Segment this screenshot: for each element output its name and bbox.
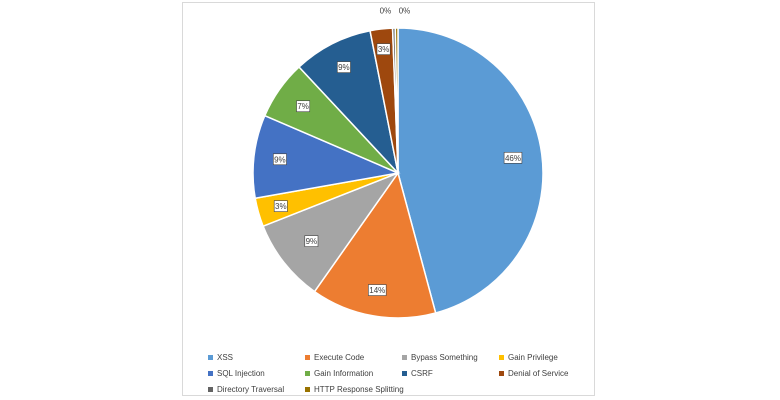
data-label-text: 46% — [505, 154, 521, 163]
pie-slice — [297, 29, 400, 176]
data-label-box — [368, 284, 387, 296]
legend-label: Bypass Something — [411, 352, 478, 362]
data-label-box — [296, 100, 311, 113]
legend-swatch — [208, 354, 213, 360]
legend-label: SQL Injection — [217, 368, 265, 378]
data-label-text: 9% — [274, 155, 286, 164]
data-label: 9% — [272, 153, 287, 166]
legend-item: HTTP Response Splitting — [305, 384, 404, 394]
data-label: 46% — [503, 151, 523, 164]
pie-slice — [394, 27, 399, 174]
legend-swatch — [402, 354, 407, 360]
data-label: 3% — [273, 200, 288, 212]
legend-swatch — [499, 354, 504, 360]
legend-label: Gain Information — [314, 368, 374, 378]
data-label-text: 9% — [338, 63, 350, 72]
data-label-box — [272, 153, 287, 166]
legend-label: Denial of Service — [508, 368, 569, 378]
data-label: 0% — [378, 5, 393, 17]
legend: XSS Execute Code Bypass Something Gain Priv… — [208, 352, 588, 394]
data-label: 14% — [368, 284, 387, 296]
data-label-text: 3% — [275, 202, 287, 211]
legend-swatch — [305, 386, 310, 392]
legend-item: Bypass Something — [402, 352, 499, 362]
legend-item: XSS — [208, 352, 305, 362]
legend-label: Directory Traversal — [217, 384, 285, 394]
data-label-text: 14% — [369, 286, 385, 295]
pie-slice — [397, 27, 544, 314]
legend-label: Gain Privilege — [508, 352, 558, 362]
legend-label: CSRF — [411, 368, 433, 378]
data-label-box — [503, 151, 523, 164]
chart-area: 46% 14% 9% 3% 9% 7% 9% 3% 0% 0% XSS Execute Code By… — [182, 2, 595, 396]
data-label-text: 7% — [297, 102, 309, 111]
data-label-box — [304, 235, 319, 247]
legend-swatch — [208, 386, 213, 392]
legend-swatch — [208, 370, 213, 376]
legend-swatch — [305, 354, 310, 360]
legend-label: HTTP Response Splitting — [314, 384, 404, 394]
legend-swatch — [402, 370, 407, 376]
data-label-text: 3% — [378, 45, 390, 54]
data-label-text: 0% — [380, 7, 392, 16]
legend-swatch — [305, 370, 310, 376]
legend-swatch — [499, 370, 504, 376]
data-label: 3% — [376, 43, 391, 55]
pie-slice — [252, 114, 401, 200]
data-label-text: 9% — [306, 237, 318, 246]
pie-slice — [313, 171, 437, 319]
legend-item: Execute Code — [305, 352, 402, 362]
pie-slice — [262, 171, 401, 293]
legend-item: SQL Injection — [208, 368, 305, 378]
data-label-box — [336, 61, 351, 73]
legend-label: XSS — [217, 352, 234, 362]
data-label-box — [397, 5, 412, 17]
legend-item: CSRF — [402, 368, 499, 378]
data-label-box — [378, 5, 393, 17]
data-label: 7% — [296, 100, 311, 113]
data-label-box — [273, 200, 288, 212]
data-label-text: 0% — [399, 7, 411, 16]
legend-label: Execute Code — [314, 352, 365, 362]
data-label-box — [376, 43, 391, 55]
data-label: 9% — [304, 235, 319, 247]
pie-chart: 46% 14% 9% 3% 9% 7% 9% 3% 0% 0% — [252, 5, 544, 319]
legend-item: Directory Traversal — [208, 384, 305, 394]
data-label: 0% — [397, 5, 412, 17]
legend-item: Denial of Service — [499, 368, 588, 378]
legend-item: Gain Information — [305, 368, 402, 378]
legend-item: Gain Privilege — [499, 352, 588, 362]
data-label: 9% — [336, 61, 351, 73]
